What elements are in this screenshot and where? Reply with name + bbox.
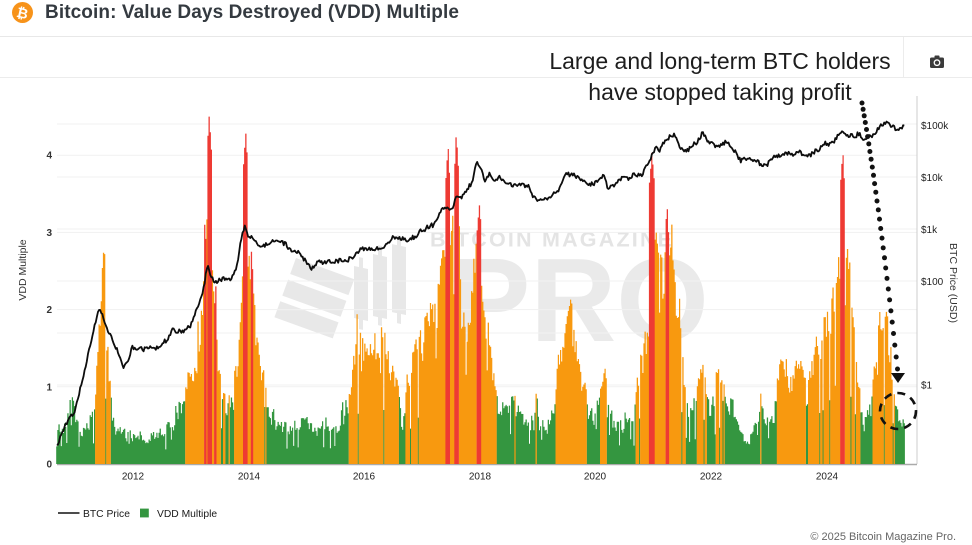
svg-text:2024: 2024 [816,472,839,483]
svg-text:$100: $100 [921,277,944,288]
svg-text:$100k: $100k [921,121,949,132]
svg-text:2020: 2020 [584,472,607,483]
svg-text:BITCOIN MAGAZINE: BITCOIN MAGAZINE [430,228,674,252]
svg-text:BTC Price: BTC Price [83,509,130,520]
svg-text:4: 4 [46,151,52,162]
svg-text:2016: 2016 [353,472,376,483]
svg-text:$1: $1 [921,381,933,392]
svg-text:1: 1 [46,382,52,393]
svg-text:2022: 2022 [700,472,723,483]
svg-text:2014: 2014 [238,472,261,483]
svg-text:2018: 2018 [469,472,492,483]
svg-text:$10k: $10k [921,173,944,184]
svg-text:$1k: $1k [921,225,938,236]
svg-text:BTC Price (USD): BTC Price (USD) [947,243,959,323]
svg-text:3: 3 [46,228,52,239]
svg-text:2012: 2012 [122,472,145,483]
svg-text:VDD Multiple: VDD Multiple [17,239,29,300]
svg-text:2: 2 [46,305,52,316]
svg-text:VDD Multiple: VDD Multiple [157,509,217,520]
svg-text:0: 0 [46,460,52,471]
